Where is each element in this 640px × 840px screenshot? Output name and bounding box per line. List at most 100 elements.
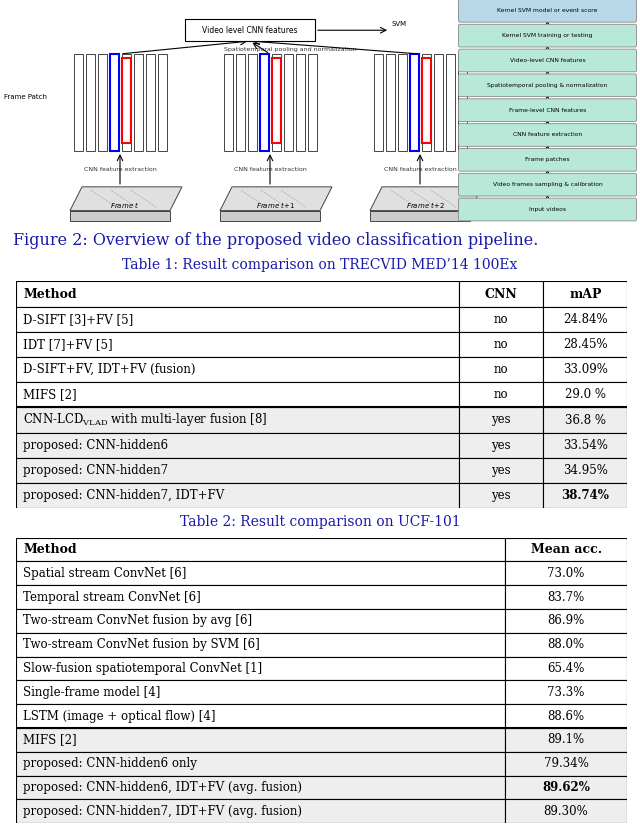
Bar (433, 54, 442, 151)
Text: Table 1: Result comparison on TRECVID MED’14 100Ex: Table 1: Result comparison on TRECVID ME… (122, 259, 518, 272)
Text: MIFS [2]: MIFS [2] (23, 733, 77, 747)
Text: 89.1%: 89.1% (547, 733, 585, 747)
Bar (16, 307, 459, 332)
Bar (459, 458, 543, 483)
Text: mAP: mAP (569, 287, 602, 301)
Text: Two-stream ConvNet fusion by avg [6]: Two-stream ConvNet fusion by avg [6] (23, 614, 252, 627)
Bar (296, 54, 305, 151)
FancyBboxPatch shape (458, 99, 637, 122)
Bar (459, 332, 543, 357)
Bar (16, 483, 459, 508)
Text: 89.30%: 89.30% (544, 805, 588, 818)
Polygon shape (70, 186, 182, 211)
FancyBboxPatch shape (458, 74, 637, 97)
Bar (223, 54, 232, 151)
Text: proposed: CNN-hidden6, IDT+FV (avg. fusion): proposed: CNN-hidden6, IDT+FV (avg. fusi… (23, 781, 302, 794)
Bar (505, 561, 627, 585)
Text: no: no (494, 363, 509, 376)
Text: 38.74%: 38.74% (561, 489, 609, 502)
Text: CNN-LCD$_{\mathregular{VLAD}}$ with multi-layer fusion [8]: CNN-LCD$_{\mathregular{VLAD}}$ with mult… (23, 412, 268, 428)
FancyBboxPatch shape (458, 24, 637, 47)
Bar (16, 357, 459, 382)
Bar (16, 561, 505, 585)
Text: Table 2: Result comparison on UCF-101: Table 2: Result comparison on UCF-101 (180, 516, 460, 529)
Bar (505, 800, 627, 823)
Text: 65.4%: 65.4% (547, 662, 585, 675)
Bar (16, 752, 505, 775)
Bar (122, 58, 131, 143)
Bar (505, 680, 627, 704)
Bar (505, 585, 627, 609)
Text: 79.34%: 79.34% (543, 757, 589, 770)
Bar (109, 54, 118, 151)
Text: proposed: CNN-hidden6 only: proposed: CNN-hidden6 only (23, 757, 197, 770)
Bar (459, 407, 543, 433)
Bar (185, 19, 315, 41)
Bar (248, 54, 257, 151)
Text: 33.54%: 33.54% (563, 438, 608, 452)
Text: LSTM (image + optical flow) [4]: LSTM (image + optical flow) [4] (23, 710, 216, 722)
Bar (271, 54, 280, 151)
Text: MIFS [2]: MIFS [2] (23, 388, 77, 402)
Bar (16, 680, 505, 704)
Text: Kernel SVM training or testing: Kernel SVM training or testing (502, 33, 593, 38)
Text: 88.6%: 88.6% (547, 710, 585, 722)
Text: 28.45%: 28.45% (563, 338, 607, 351)
Text: IDT [7]+FV [5]: IDT [7]+FV [5] (23, 338, 113, 351)
Bar (410, 54, 419, 151)
Text: 24.84%: 24.84% (563, 312, 607, 326)
Text: CNN feature extraction: CNN feature extraction (234, 166, 307, 171)
Text: Frame Patch: Frame Patch (4, 94, 47, 100)
Bar (97, 54, 106, 151)
Bar (505, 704, 627, 728)
Text: 83.7%: 83.7% (547, 591, 585, 604)
Text: D-SIFT+FV, IDT+FV (fusion): D-SIFT+FV, IDT+FV (fusion) (23, 363, 196, 376)
Bar (505, 728, 627, 752)
Polygon shape (220, 186, 332, 211)
Polygon shape (370, 211, 470, 222)
Bar (543, 357, 627, 382)
Bar (16, 775, 505, 800)
Bar (397, 54, 406, 151)
Text: yes: yes (492, 464, 511, 477)
Bar (16, 332, 459, 357)
Text: Frame $t$+$1$: Frame $t$+$1$ (255, 200, 294, 210)
Bar (543, 483, 627, 508)
Bar (543, 407, 627, 433)
Bar (445, 54, 454, 151)
Bar (16, 433, 459, 458)
Text: 73.0%: 73.0% (547, 567, 585, 580)
Text: Spatiotemporal pooling & normalization: Spatiotemporal pooling & normalization (488, 83, 607, 88)
Bar (459, 307, 543, 332)
Text: no: no (494, 388, 509, 402)
FancyBboxPatch shape (458, 0, 637, 22)
Bar (74, 54, 83, 151)
Text: 86.9%: 86.9% (547, 614, 585, 627)
FancyBboxPatch shape (458, 123, 637, 146)
Bar (385, 54, 394, 151)
Text: Spatiotemporal pooling and normalization: Spatiotemporal pooling and normalization (223, 47, 356, 52)
Bar (16, 728, 505, 752)
Bar (86, 54, 95, 151)
Bar (16, 458, 459, 483)
Bar (543, 382, 627, 407)
Bar (505, 752, 627, 775)
Bar (109, 54, 118, 151)
Bar (505, 633, 627, 657)
Bar (271, 58, 280, 143)
Text: CNN feature extraction: CNN feature extraction (84, 166, 156, 171)
Text: Spatial stream ConvNet [6]: Spatial stream ConvNet [6] (23, 567, 187, 580)
Text: Mean acc.: Mean acc. (531, 543, 602, 556)
Bar (543, 433, 627, 458)
Text: yes: yes (492, 489, 511, 502)
Text: no: no (494, 338, 509, 351)
Bar (459, 382, 543, 407)
Text: Frame-level CNN features: Frame-level CNN features (509, 108, 586, 113)
Text: 36.8 %: 36.8 % (565, 413, 606, 427)
Text: Method: Method (23, 543, 77, 556)
Text: no: no (494, 312, 509, 326)
Bar (307, 54, 317, 151)
Bar (505, 657, 627, 680)
FancyBboxPatch shape (458, 198, 637, 221)
Bar (505, 609, 627, 633)
